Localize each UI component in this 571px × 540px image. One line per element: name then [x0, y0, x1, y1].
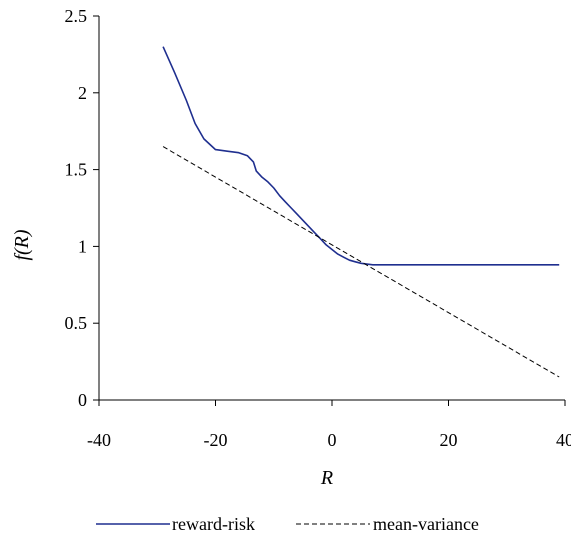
x-tick-label: -40 [87, 430, 111, 450]
legend: reward-risk mean-variance [96, 514, 479, 534]
y-axis-title: f(R) [11, 229, 33, 260]
series-line-mean-variance [162, 146, 560, 378]
y-tick-label: 2.5 [65, 6, 88, 26]
y-tick-label: 1.5 [65, 160, 88, 180]
tick-labels: 0 0.5 1 1.5 2 2.5 -40 -20 0 20 40 [65, 6, 571, 450]
x-axis-title: R [320, 467, 333, 489]
legend-label-reward-risk: reward-risk [172, 514, 255, 534]
legend-label-mean-variance: mean-variance [373, 514, 479, 534]
series-layer [162, 46, 560, 378]
y-tick-label: 1 [78, 236, 87, 256]
tick-marks [93, 15, 566, 406]
x-tick-label: -20 [204, 430, 228, 450]
series-line-reward-risk [162, 46, 560, 266]
x-tick-label: 20 [440, 430, 458, 450]
y-tick-label: 0 [78, 390, 87, 410]
x-tick-label: 0 [328, 430, 337, 450]
y-tick-label: 2 [78, 83, 87, 103]
y-tick-label: 0.5 [65, 313, 88, 333]
x-tick-label: 40 [556, 430, 571, 450]
axes [98, 16, 565, 401]
